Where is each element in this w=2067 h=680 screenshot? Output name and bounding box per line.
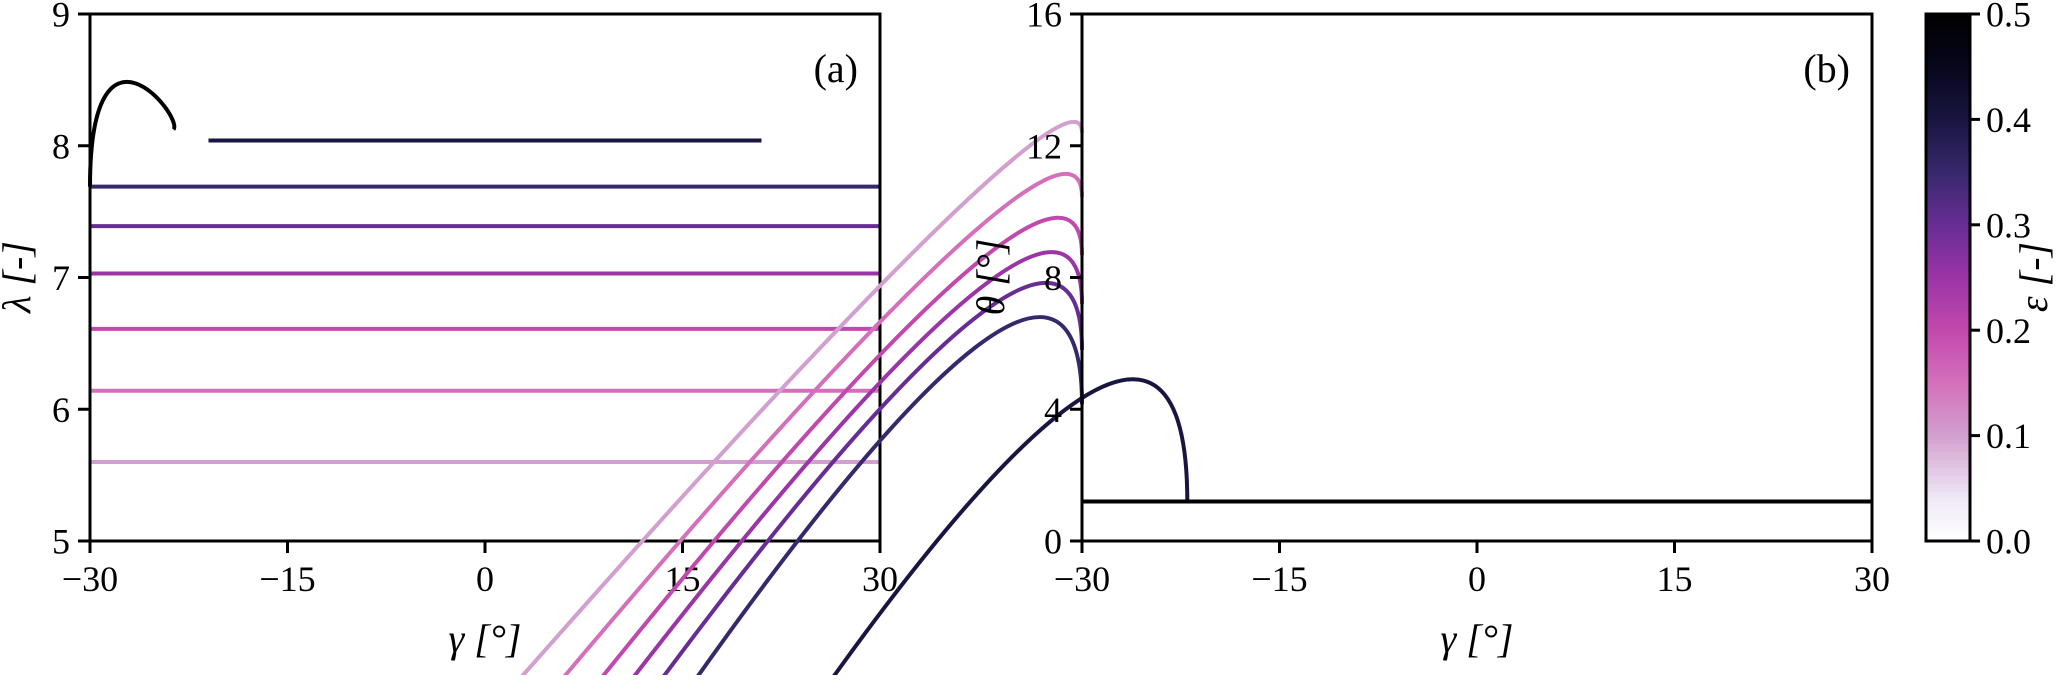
y-tick-label: 6	[52, 390, 70, 430]
y-tick-label: 5	[52, 522, 70, 562]
x-tick-label: −15	[1251, 559, 1307, 599]
x-tick-label: −15	[259, 559, 315, 599]
colorbar-tick-label: 0.0	[1986, 522, 2031, 562]
contour-line	[828, 377, 1190, 680]
x-tick-label: 15	[1657, 559, 1693, 599]
colorbar-tick-label: 0.2	[1986, 311, 2031, 351]
colorbar-tick-label: 0.3	[1986, 205, 2031, 245]
contour-line	[692, 315, 1084, 680]
panel-b-xlabel: γ [°]	[1441, 616, 1514, 661]
colorbar-gradient	[1924, 12, 1972, 543]
contour-line	[558, 172, 1084, 680]
colorbar: 0.0 0.1 0.2 0.3 0.4 0.5	[1924, 0, 2031, 562]
colorbar-tick-label: 0.1	[1986, 416, 2031, 456]
contour-line	[516, 120, 1084, 680]
colorbar-label: ε [-]	[2011, 242, 2056, 312]
y-tick-label: 8	[52, 126, 70, 166]
x-tick-label: −30	[62, 559, 118, 599]
panel-a-letter: (a)	[814, 46, 858, 91]
contour-line	[628, 250, 1084, 680]
panel-b-ylabel: θ [°]	[968, 239, 1013, 316]
colorbar-tick-label: 0.4	[1986, 100, 2031, 140]
panel-a-xlabel: γ [°]	[449, 616, 522, 661]
y-tick-label: 4	[1044, 390, 1062, 430]
contour-line	[88, 79, 177, 187]
panel-a-contours	[88, 79, 880, 464]
x-tick-label: 0	[476, 559, 494, 599]
y-tick-label: 12	[1026, 126, 1062, 166]
panel-b-letter: (b)	[1803, 46, 1850, 91]
contour-line	[597, 215, 1084, 680]
y-tick-label: 8	[1044, 258, 1062, 298]
colorbar-tick-label: 0.5	[1986, 0, 2031, 35]
y-tick-label: 16	[1026, 0, 1062, 35]
y-tick-label: 0	[1044, 522, 1062, 562]
panel-b-contours	[516, 120, 1872, 680]
axes-spine	[1080, 12, 1874, 543]
panel-a-ylabel: λ [-]	[0, 241, 39, 314]
y-tick-label: 9	[52, 0, 70, 35]
contour-line	[658, 281, 1084, 680]
x-tick-label: 0	[1468, 559, 1486, 599]
panel-b-axes: −30 −15 0 15 30 0 4 8 12 16	[1026, 0, 1890, 599]
x-tick-label: −30	[1054, 559, 1110, 599]
x-tick-label: 30	[1854, 559, 1890, 599]
y-tick-label: 7	[52, 258, 70, 298]
x-tick-label: 30	[862, 559, 898, 599]
